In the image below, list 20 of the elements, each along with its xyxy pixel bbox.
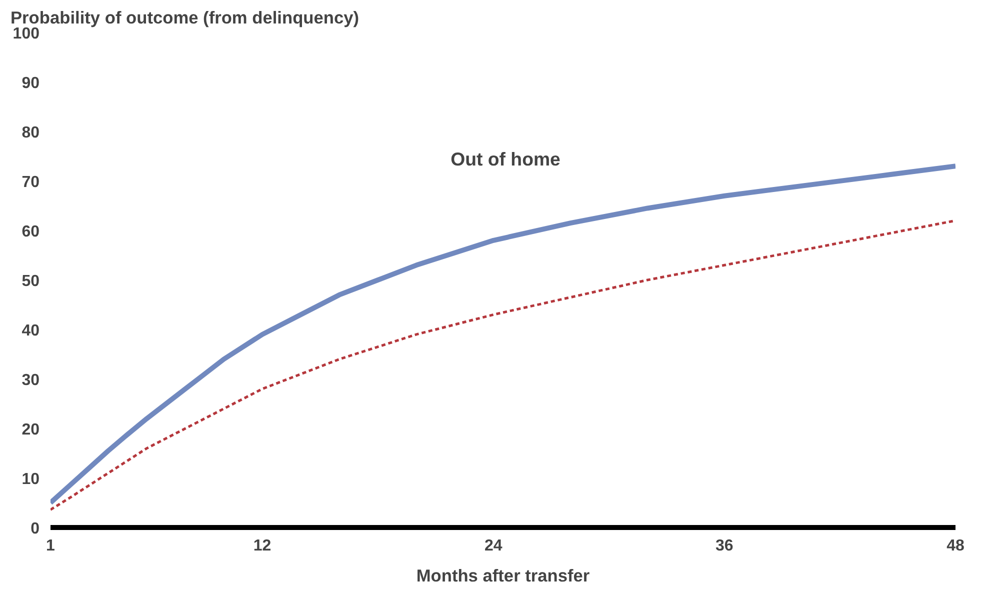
- y-tick-label: 100: [12, 26, 40, 42]
- y-tick-label: 10: [22, 471, 40, 488]
- y-tick-label: 90: [22, 75, 40, 92]
- x-tick-label: 12: [253, 538, 272, 554]
- y-tick-label: 20: [22, 422, 40, 438]
- y-tick-label: 30: [22, 372, 40, 389]
- y-tick-label: 80: [22, 124, 40, 142]
- x-tick-label: 1: [46, 538, 56, 554]
- x-tick-label: 36: [716, 538, 734, 554]
- x-tick-label: 24: [484, 538, 502, 554]
- x-axis-title: Months after transfer: [416, 566, 590, 586]
- y-tick-label: 0: [30, 520, 40, 538]
- line-series: [50, 219, 956, 511]
- y-tick-label: 50: [22, 273, 40, 290]
- y-tick-label: 40: [22, 322, 40, 340]
- annotation: Out of home: [450, 148, 560, 170]
- y-axis-title: Probability of outcome (from delinquency): [10, 8, 360, 28]
- x-tick-label: 48: [946, 538, 964, 554]
- y-tick-label: 60: [22, 224, 40, 240]
- y-tick-label: 70: [22, 174, 40, 191]
